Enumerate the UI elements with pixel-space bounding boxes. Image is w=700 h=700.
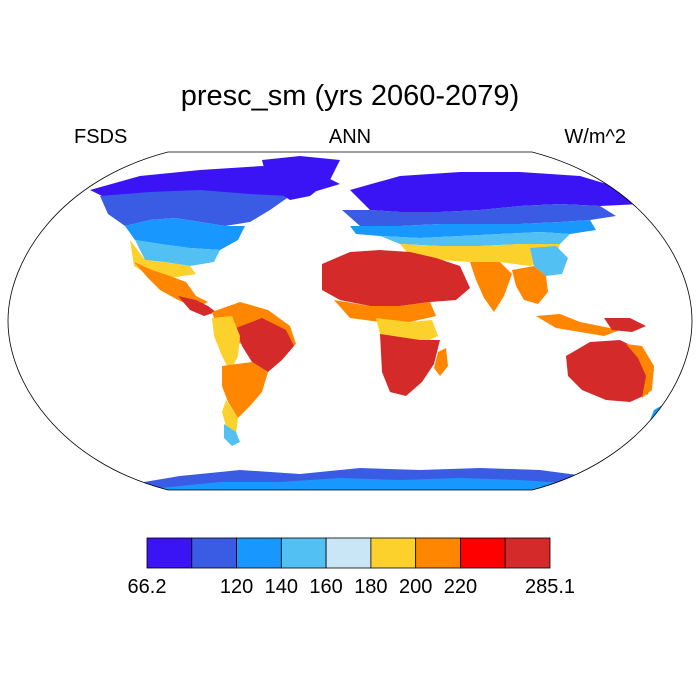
antarctica-inner — [160, 478, 620, 490]
colorbar-box-5 — [325, 537, 372, 569]
colorbar-label-7: 220 — [444, 576, 477, 598]
southern-africa — [380, 334, 440, 396]
colorbar-box-4 — [280, 537, 327, 569]
mexico — [134, 262, 208, 308]
colorbar-label-3: 140 — [265, 576, 298, 598]
colorbar-box-6 — [370, 537, 417, 569]
units-label: W/m^2 — [564, 126, 626, 148]
colorbar-label-5: 180 — [354, 576, 387, 598]
caribbean-red — [178, 296, 216, 316]
colorbar-label-9: 285.1 — [525, 576, 575, 598]
colorbar-label-6: 200 — [399, 576, 432, 598]
eurasia-mid — [350, 220, 596, 238]
north-america-central — [125, 218, 245, 250]
indonesia — [536, 314, 620, 336]
colorbar-label-2: 120 — [220, 576, 253, 598]
south-america-south — [222, 362, 268, 418]
season-label: ANN — [328, 126, 372, 148]
land-field — [90, 156, 666, 490]
colorbar-box-2 — [191, 537, 237, 569]
north-america-north — [100, 190, 290, 226]
colorbar-box-3 — [236, 537, 282, 569]
greenland — [262, 156, 340, 200]
india — [470, 262, 512, 312]
map-outline — [7, 151, 693, 491]
eurasia-band — [380, 232, 570, 246]
new-zealand — [650, 404, 666, 424]
colorbar-box-8 — [460, 537, 506, 569]
colorbar-box-1 — [146, 537, 193, 569]
eurasia-arctic — [350, 172, 640, 212]
southeast-asia — [512, 266, 548, 304]
sahara — [322, 250, 470, 306]
patagonia — [224, 424, 240, 446]
colorbar-label-0: 66.2 — [128, 576, 167, 598]
colorbar-box-7 — [415, 537, 461, 569]
south-america-core — [236, 318, 294, 372]
china — [530, 246, 568, 276]
south-america-tail — [222, 400, 238, 440]
north-america-band — [135, 240, 220, 266]
plot-title: presc_sm (yrs 2060-2079) — [180, 80, 520, 112]
colorbar: 66.2 120 140 160 180 200 220 285.1 — [128, 537, 575, 598]
madagascar — [434, 348, 448, 376]
colorbar-box-9 — [504, 537, 551, 569]
new-guinea — [604, 318, 646, 332]
sahel — [334, 300, 436, 322]
colorbar-label-4: 160 — [309, 576, 342, 598]
eurasia-north — [342, 204, 616, 226]
australia-coast — [626, 344, 654, 398]
variable-label: FSDS — [74, 126, 128, 148]
eurasia-south — [400, 244, 560, 266]
australia-core — [566, 340, 654, 402]
south-america-west — [212, 316, 240, 372]
